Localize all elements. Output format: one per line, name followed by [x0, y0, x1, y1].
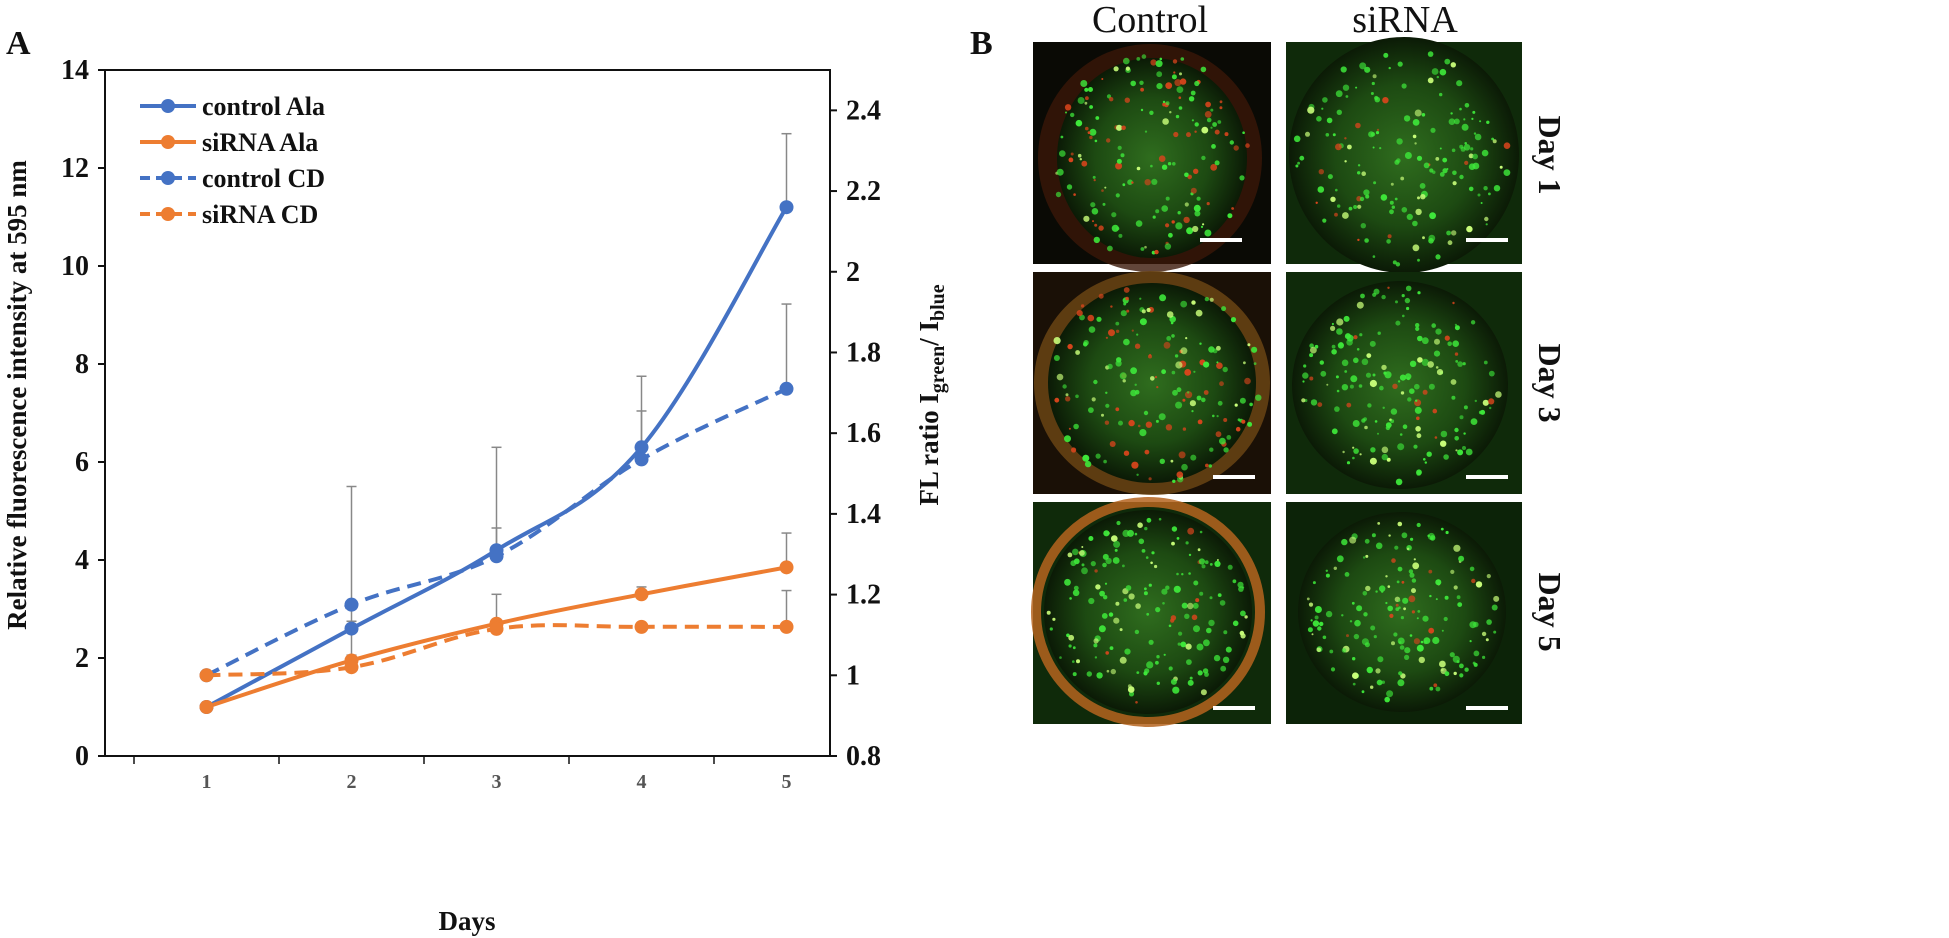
micrograph-control-day1	[1033, 42, 1271, 272]
right-axis-label: FL ratio Igreen/ Iblue	[914, 284, 949, 505]
legend-marker	[161, 135, 175, 149]
data-point	[344, 660, 359, 675]
data-point	[199, 700, 214, 714]
data-point	[779, 200, 794, 215]
legend-marker	[161, 171, 175, 185]
left-tick-label: 6	[75, 447, 89, 478]
micrograph-grid	[1031, 37, 1522, 727]
plot-frame	[104, 69, 831, 757]
right-axis-label-mid: / I	[914, 321, 944, 347]
panel-b-letter: B	[970, 25, 993, 62]
data-point	[779, 560, 794, 575]
left-tick-label: 14	[61, 55, 89, 86]
right-axis: 0.8 1 1.2 1.4 1.6 1.8 2 2.2 2.4	[830, 95, 881, 772]
cell-dots	[1053, 287, 1262, 483]
right-tick-label: 0.8	[846, 741, 881, 772]
scale-bar	[1466, 706, 1508, 710]
series-line-control-ala	[205, 206, 789, 709]
data-point	[634, 619, 649, 634]
right-tick-label: 2	[846, 257, 860, 288]
scale-bar	[1200, 238, 1242, 242]
data-point	[634, 440, 649, 455]
right-tick-label: 1.8	[846, 337, 881, 368]
right-tick-label: 1.4	[846, 499, 881, 530]
scale-bar	[1466, 475, 1508, 479]
micrograph-control-day5	[1031, 497, 1271, 727]
data-point	[489, 549, 504, 564]
error-bars	[346, 132, 792, 668]
data-point	[634, 452, 649, 467]
micrograph-sirna-day1	[1286, 37, 1522, 273]
scale-bar	[1213, 706, 1255, 710]
data-point	[779, 381, 794, 396]
legend-label: control Ala	[202, 92, 325, 121]
legend-marker	[161, 99, 175, 113]
series-line-sirna-ala	[205, 565, 787, 709]
column-title-control: Control	[1092, 0, 1208, 41]
legend-label: control CD	[202, 164, 325, 193]
left-tick-label: 4	[75, 545, 89, 576]
left-axis-label: Relative fluorescence intensity at 595 n…	[2, 160, 32, 630]
right-axis-label-main: FL ratio I	[914, 393, 944, 506]
row-label-day3: Day 3	[1532, 343, 1568, 422]
column-title-sirna: siRNA	[1352, 0, 1458, 41]
micrograph-sirna-day5	[1286, 502, 1522, 724]
data-point	[344, 597, 359, 612]
row-label-day5: Day 5	[1532, 572, 1568, 651]
x-tick-label: 2	[347, 771, 357, 793]
x-axis: 1 2 3 4 5	[133, 756, 792, 793]
panel-a-letter: A	[6, 25, 31, 62]
right-tick-label: 2.4	[846, 95, 881, 126]
x-tick-label: 5	[782, 771, 792, 793]
left-tick-label: 2	[75, 643, 89, 674]
legend: control Ala siRNA Ala control CD siRNA CD	[140, 92, 325, 229]
right-tick-label: 2.2	[846, 176, 881, 207]
legend-marker	[161, 207, 175, 221]
left-tick-label: 12	[61, 153, 89, 184]
scale-bar	[1466, 238, 1508, 242]
scale-bar	[1213, 475, 1255, 479]
left-tick-label: 8	[75, 349, 89, 380]
x-tick-label: 1	[202, 771, 212, 793]
legend-label: siRNA CD	[202, 200, 318, 229]
data-point	[344, 621, 359, 636]
left-tick-label: 10	[61, 251, 89, 282]
left-axis: 0 2 4 6 8 10 12 14	[61, 55, 105, 772]
data-point	[779, 619, 794, 634]
right-tick-label: 1	[846, 660, 860, 691]
right-tick-label: 1.6	[846, 418, 881, 449]
cell-dots	[1055, 54, 1250, 255]
left-tick-label: 0	[75, 741, 89, 772]
cell-dots	[1306, 521, 1500, 703]
data-point	[199, 668, 214, 683]
data-point	[634, 587, 649, 602]
series-points	[199, 200, 794, 714]
data-point	[489, 621, 504, 636]
micrograph-control-day3	[1033, 271, 1271, 495]
right-tick-label: 1.2	[846, 580, 881, 611]
right-axis-label-sub-blue: blue	[927, 284, 949, 321]
cell-dots	[1301, 285, 1502, 486]
micrograph-sirna-day3	[1286, 272, 1522, 494]
x-axis-label: Days	[438, 906, 495, 936]
cell-dots	[1293, 51, 1511, 267]
x-tick-label: 4	[637, 771, 647, 793]
right-axis-label-sub-green: green	[927, 346, 949, 393]
x-tick-label: 3	[492, 771, 502, 793]
cell-dots	[1046, 517, 1248, 704]
legend-label: siRNA Ala	[202, 128, 318, 157]
row-label-day1: Day 1	[1532, 115, 1568, 194]
